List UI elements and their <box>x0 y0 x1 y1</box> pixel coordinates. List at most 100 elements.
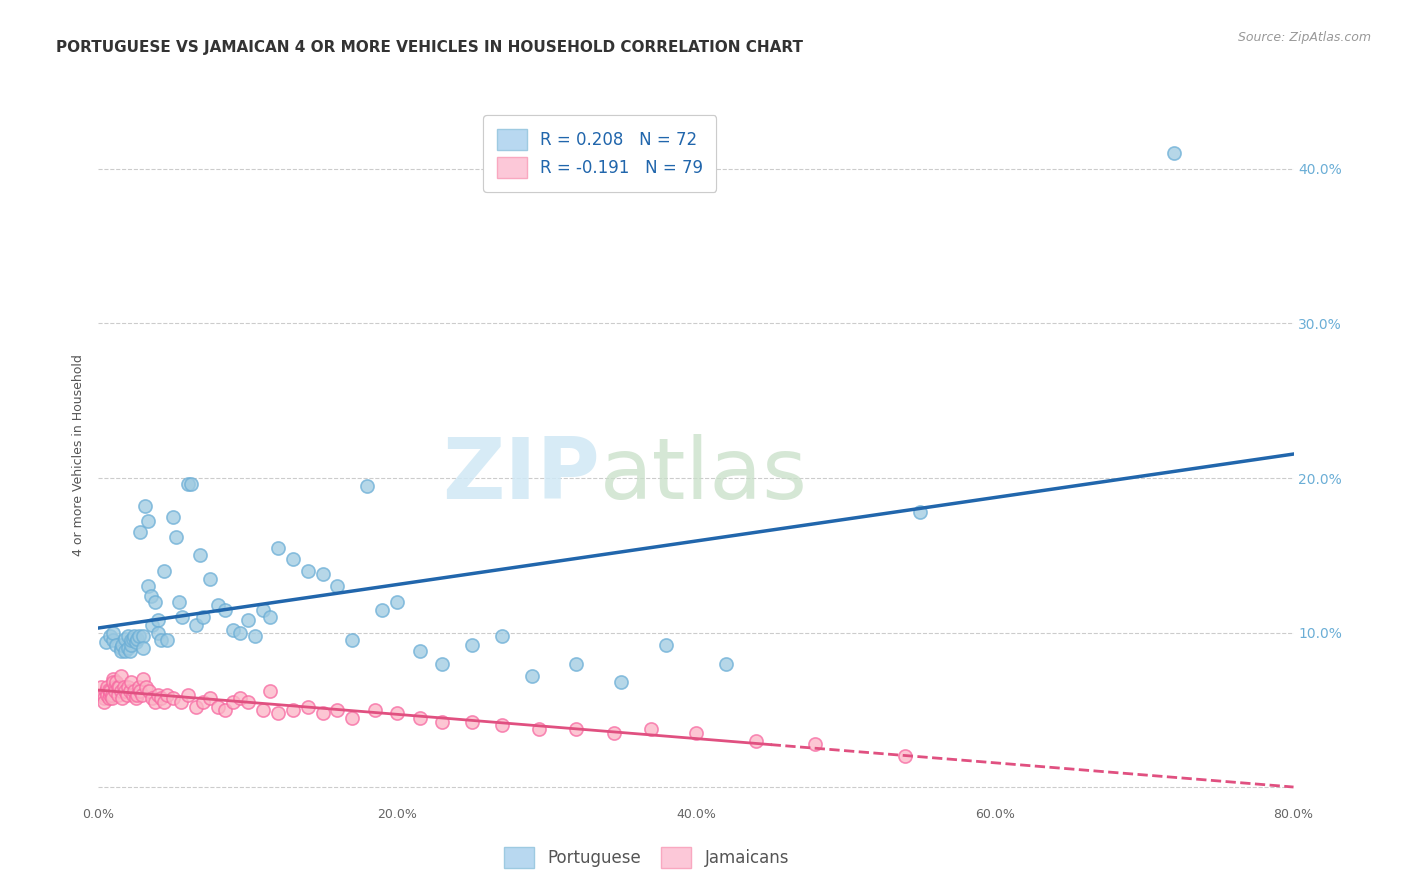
Point <box>143 695 166 709</box>
Point <box>96 688 118 702</box>
Point <box>245 629 267 643</box>
Point <box>491 629 513 643</box>
Point <box>94 684 117 698</box>
Point <box>103 625 125 640</box>
Point <box>371 602 394 616</box>
Point <box>114 632 136 646</box>
Point <box>101 688 124 702</box>
Point <box>685 726 707 740</box>
Point <box>120 638 142 652</box>
Point <box>156 688 179 702</box>
Point <box>117 680 139 694</box>
Point <box>461 715 484 730</box>
Point <box>177 477 200 491</box>
Point <box>520 669 543 683</box>
Point <box>527 722 550 736</box>
Point <box>1163 146 1185 161</box>
Point <box>93 695 115 709</box>
Point <box>281 551 304 566</box>
Point <box>105 638 128 652</box>
Point <box>103 672 125 686</box>
Point <box>214 602 236 616</box>
Text: PORTUGUESE VS JAMAICAN 4 OR MORE VEHICLES IN HOUSEHOLD CORRELATION CHART: PORTUGUESE VS JAMAICAN 4 OR MORE VEHICLE… <box>56 40 803 55</box>
Point <box>461 638 484 652</box>
Point <box>297 564 319 578</box>
Point <box>141 690 163 705</box>
Point <box>565 722 588 736</box>
Point <box>90 680 112 694</box>
Point <box>184 618 207 632</box>
Point <box>108 680 131 694</box>
Point <box>114 684 136 698</box>
Point <box>342 633 364 648</box>
Point <box>91 688 114 702</box>
Point <box>148 625 170 640</box>
Point <box>132 641 155 656</box>
Point <box>148 613 170 627</box>
Point <box>103 675 125 690</box>
Point <box>105 675 128 690</box>
Point <box>156 633 179 648</box>
Point <box>110 669 132 683</box>
Point <box>138 684 160 698</box>
Point <box>172 610 194 624</box>
Point <box>430 657 453 671</box>
Point <box>408 711 430 725</box>
Point <box>125 635 148 649</box>
Point <box>110 644 132 658</box>
Point <box>107 680 129 694</box>
Point <box>177 688 200 702</box>
Text: Source: ZipAtlas.com: Source: ZipAtlas.com <box>1237 31 1371 45</box>
Point <box>165 530 187 544</box>
Point <box>236 695 259 709</box>
Point <box>236 613 259 627</box>
Point <box>117 641 139 656</box>
Point <box>111 690 134 705</box>
Point <box>191 695 214 709</box>
Point <box>139 589 162 603</box>
Point <box>121 688 143 702</box>
Point <box>200 572 222 586</box>
Point <box>565 657 588 671</box>
Point <box>124 629 146 643</box>
Point <box>311 706 333 720</box>
Point <box>188 549 211 563</box>
Point <box>169 695 191 709</box>
Point <box>132 629 155 643</box>
Y-axis label: 4 or more Vehicles in Household: 4 or more Vehicles in Household <box>72 354 86 556</box>
Point <box>297 700 319 714</box>
Point <box>136 515 159 529</box>
Point <box>610 675 633 690</box>
Point <box>129 525 152 540</box>
Point <box>94 635 117 649</box>
Point <box>100 684 122 698</box>
Point <box>356 479 378 493</box>
Point <box>131 688 153 702</box>
Text: atlas: atlas <box>600 434 808 517</box>
Point <box>110 641 132 656</box>
Point <box>894 749 917 764</box>
Point <box>97 690 120 705</box>
Point <box>114 644 136 658</box>
Point <box>150 690 173 705</box>
Point <box>385 706 409 720</box>
Point <box>281 703 304 717</box>
Point <box>259 684 281 698</box>
Point <box>118 644 141 658</box>
Legend: R = 0.208   N = 72, R = -0.191   N = 79: R = 0.208 N = 72, R = -0.191 N = 79 <box>484 115 716 192</box>
Point <box>103 633 125 648</box>
Point <box>267 541 290 555</box>
Point <box>162 690 184 705</box>
Point <box>117 629 139 643</box>
Point <box>252 602 274 616</box>
Point <box>96 680 118 694</box>
Point <box>908 505 931 519</box>
Point <box>120 675 142 690</box>
Point <box>640 722 662 736</box>
Point <box>110 684 132 698</box>
Point <box>120 633 142 648</box>
Point <box>127 688 149 702</box>
Point <box>804 737 827 751</box>
Point <box>148 688 170 702</box>
Point <box>385 595 409 609</box>
